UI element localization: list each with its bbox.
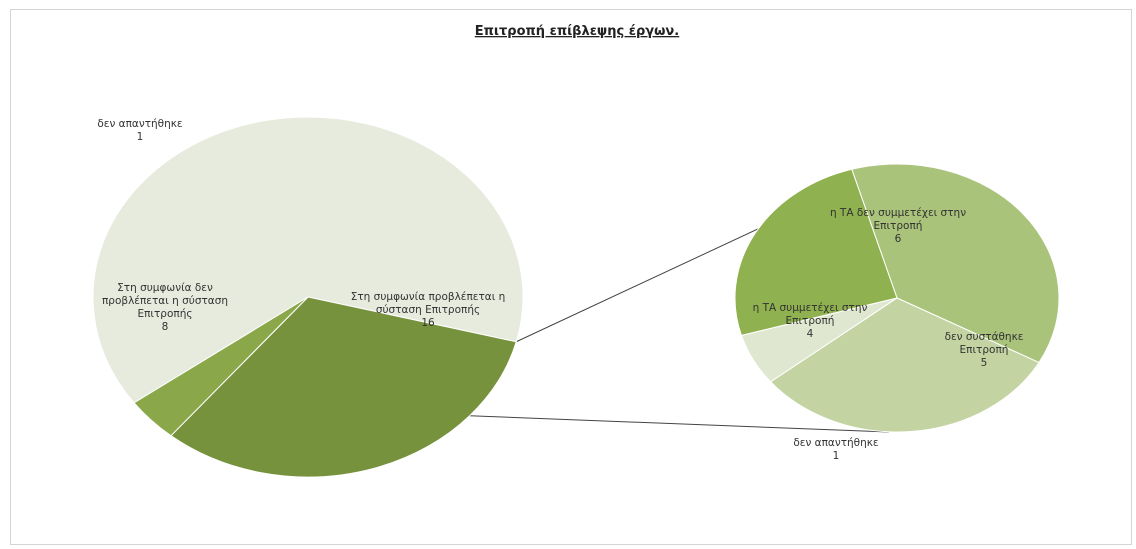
primary-data-label-1: Στη συμφωνία δεν προβλέπεται η σύσταση Επι… (102, 282, 228, 333)
secondary-data-label-2: δεν απαντήθηκε 1 (793, 437, 878, 462)
primary-slice-1 (170, 296, 517, 478)
secondary-data-label-3: η ΤΑ συμμετέχει στην Επιτροπή 4 (753, 302, 868, 340)
data-labels: Στη συμφωνία προβλέπεται η σύσταση Επιτρο… (97, 118, 1023, 462)
secondary-slice-0 (851, 163, 1060, 364)
primary-pie (92, 116, 524, 478)
primary-data-label-0: Στη συμφωνία προβλέπεται η σύσταση Επιτρο… (351, 291, 506, 329)
secondary-slice-1 (769, 297, 1040, 433)
primary-slice-0 (92, 116, 524, 404)
secondary-slice-3 (734, 168, 898, 336)
chart-title: Επιτροπή επίβλεψης έργων. (475, 24, 679, 39)
secondary-pie (734, 163, 1060, 433)
secondary-data-label-1: δεν συστάθηκε Επιτροπή 5 (945, 331, 1024, 369)
primary-slice-2 (133, 296, 309, 437)
secondary-data-label-0: η ΤΑ δεν συμμετέχει στην Επιτροπή 6 (830, 207, 966, 245)
primary-data-label-2: δεν απαντήθηκε 1 (97, 118, 182, 143)
chart-frame (10, 9, 1132, 545)
